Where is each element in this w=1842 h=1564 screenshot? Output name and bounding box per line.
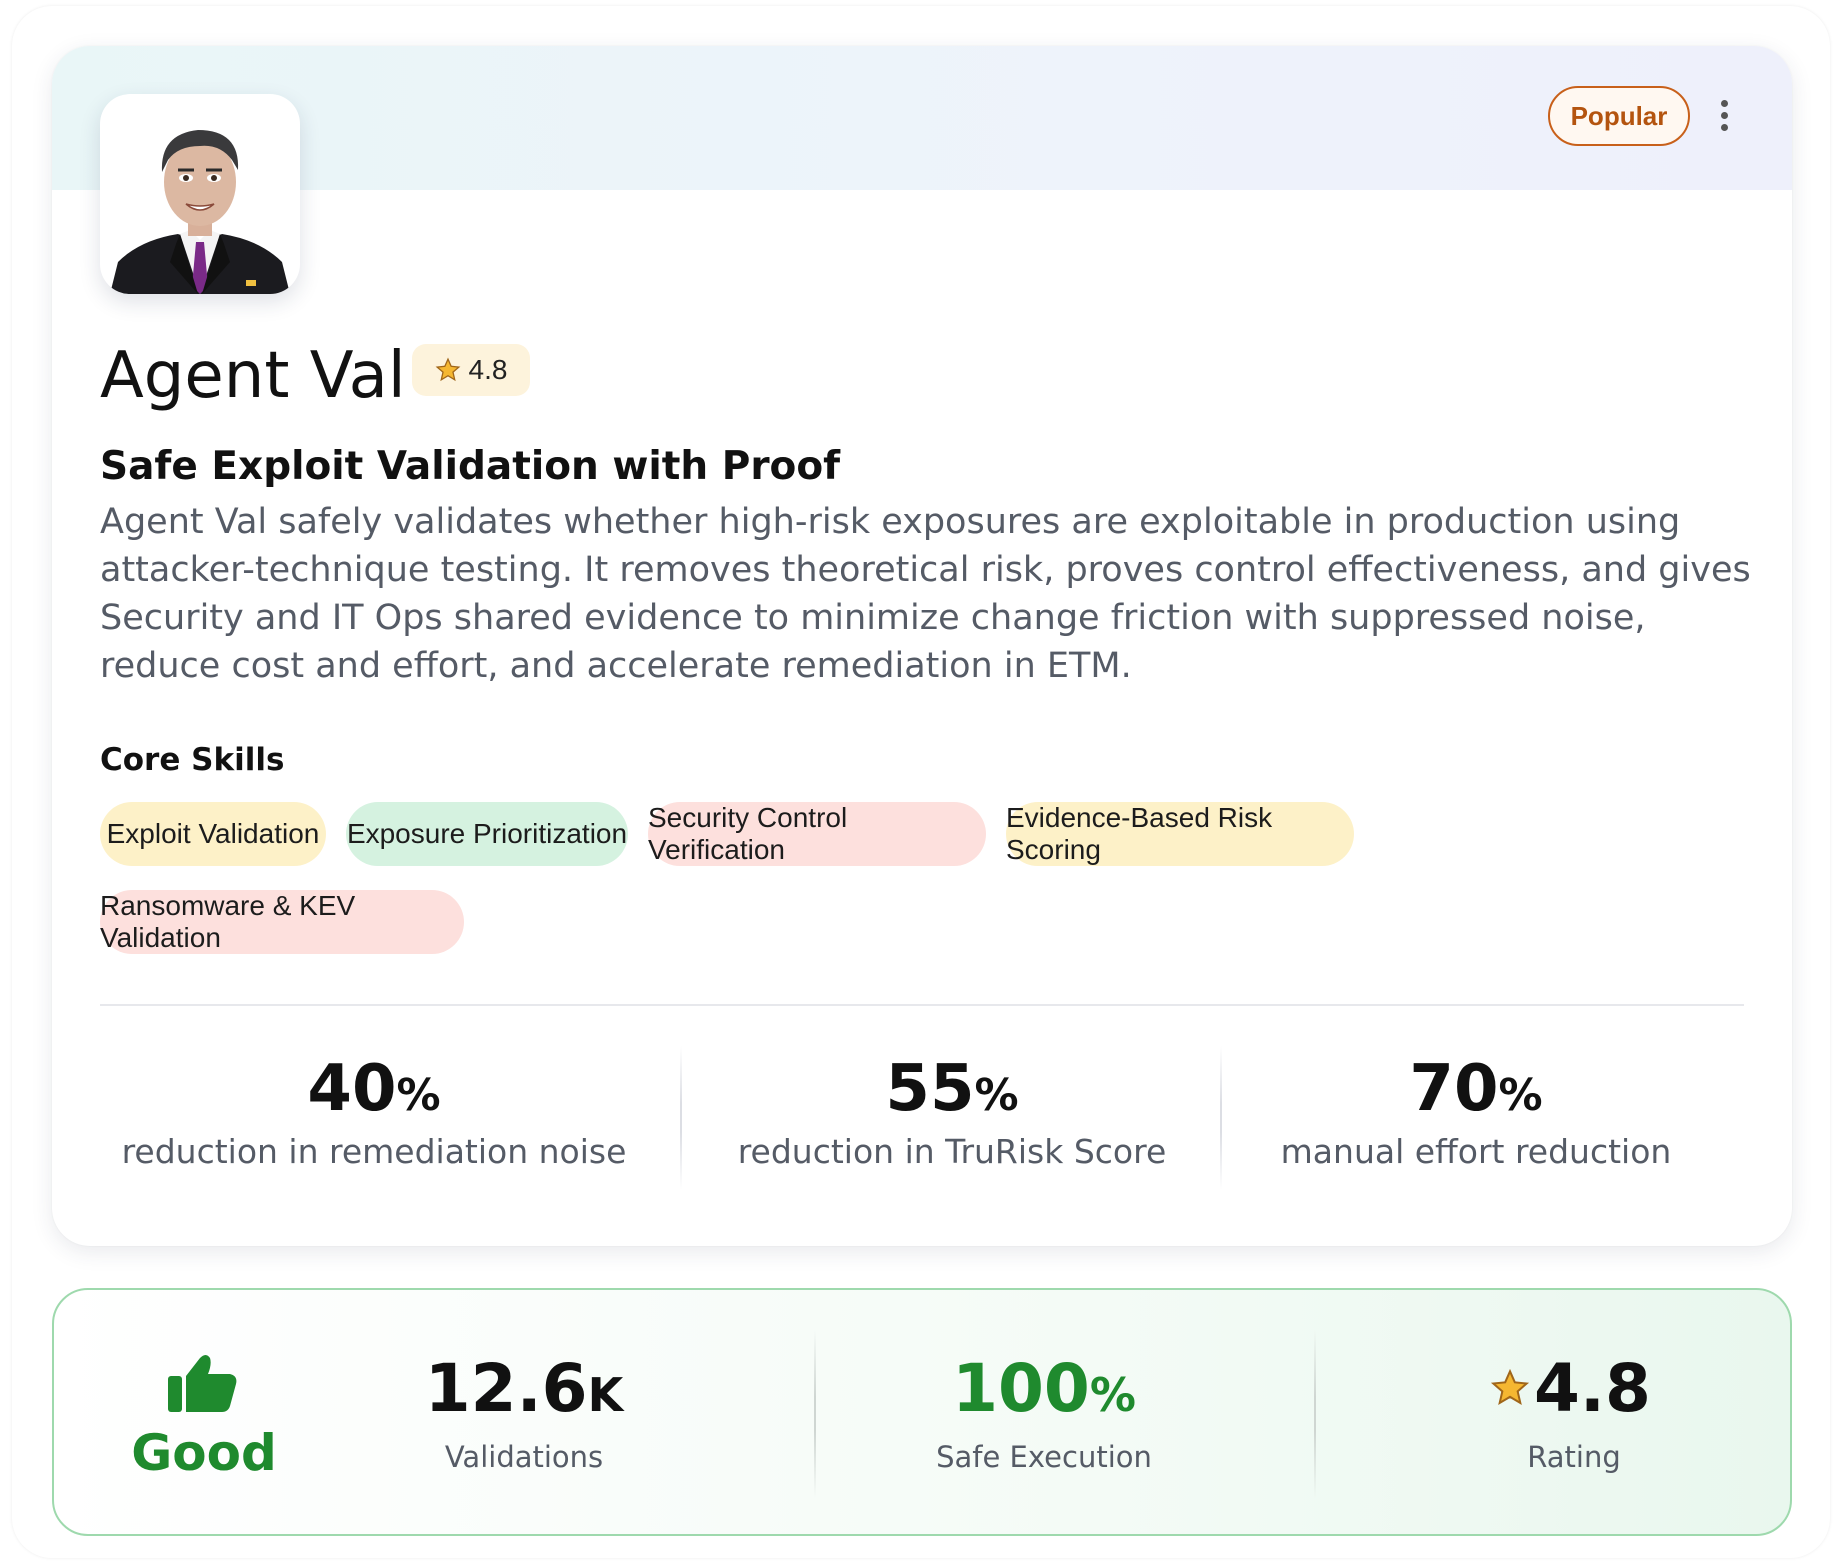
- skill-chip: Evidence-Based Risk Scoring: [1006, 802, 1354, 866]
- agent-avatar-illustration: [110, 130, 290, 294]
- star-icon: [435, 357, 460, 382]
- skill-chip: Exploit Validation: [100, 802, 326, 866]
- stat-divider: [680, 1046, 682, 1190]
- more-options-icon[interactable]: [1714, 100, 1734, 136]
- status-label: Good: [131, 1424, 277, 1482]
- metric-divider: [814, 1330, 816, 1498]
- section-divider: [100, 1004, 1744, 1006]
- agent-description: Agent Val safely validates whether high-…: [100, 502, 1751, 686]
- stat-label: reduction in TruRisk Score: [737, 1132, 1167, 1171]
- agent-avatar: [100, 94, 300, 294]
- skill-chip: Security Control Verification: [648, 802, 986, 866]
- rating-chip: 4.8: [412, 344, 530, 396]
- stat-label: reduction in remediation noise: [121, 1132, 627, 1171]
- skill-chip: Exposure Prioritization: [346, 802, 628, 866]
- stat-label: manual effort reduction: [1280, 1132, 1672, 1171]
- metric-divider: [1314, 1330, 1316, 1498]
- agent-subtitle: Safe Exploit Validation with Proof: [100, 444, 841, 489]
- stat-divider: [1220, 1046, 1222, 1190]
- agent-name: Agent Val: [100, 339, 406, 413]
- stat-value: 40%: [307, 1052, 441, 1126]
- core-skills-heading: Core Skills: [100, 742, 285, 778]
- thumbs-up-icon: [168, 1355, 237, 1412]
- rating-value: 4.8: [1534, 1350, 1651, 1427]
- card-banner: [52, 46, 1792, 190]
- metrics-panel: Good 12.6K Validations 100% Safe Executi…: [52, 1288, 1792, 1536]
- rating-label: Rating: [1527, 1440, 1621, 1474]
- agent-card: Popular Agent Val 4.8 Safe Exploit Valid…: [52, 46, 1792, 1246]
- validations-value: 12.6K: [424, 1350, 624, 1427]
- validations-label: Validations: [444, 1440, 604, 1474]
- popular-badge: Popular: [1548, 86, 1690, 146]
- safe-execution-value: 100%: [952, 1350, 1136, 1427]
- skill-chip: Ransomware & KEV Validation: [100, 890, 464, 954]
- rating-value: 4.8: [468, 354, 508, 385]
- stat-value: 70%: [1409, 1052, 1543, 1126]
- star-icon: [1490, 1368, 1530, 1406]
- stat-value: 55%: [885, 1052, 1019, 1126]
- safe-execution-label: Safe Execution: [936, 1440, 1152, 1474]
